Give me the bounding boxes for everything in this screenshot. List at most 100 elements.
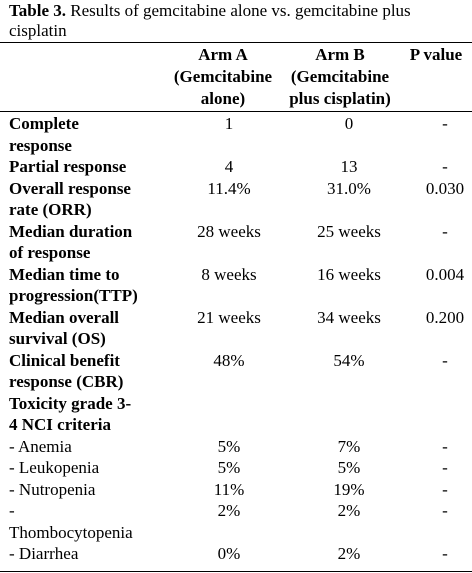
arm-a-value: 21 weeks — [197, 307, 261, 327]
header-arm-b-line: Arm B — [315, 45, 365, 64]
results-table-body: Complete response 1 0- Partial response 4 13- O… — [0, 113, 472, 565]
row-label: - Diarrhea — [0, 543, 169, 565]
p-value: 0.004 — [425, 264, 465, 284]
row-label-line: rate (ORR) — [9, 200, 92, 219]
row-label-line: 4 NCI criteria — [9, 415, 111, 434]
table-row: Complete response 1 0 - — [0, 113, 472, 156]
table-row: - Leukopenia 5% 5% - — [0, 457, 472, 479]
arm-a-value: 2% — [217, 501, 241, 520]
p-value: - — [442, 350, 448, 370]
row-label-line: Complete — [9, 114, 79, 133]
p-value: - — [442, 544, 448, 563]
p-value: - — [442, 157, 448, 176]
arm-a-value: 5% — [217, 458, 241, 477]
arm-b-value: 19% — [333, 479, 365, 499]
row-label: Overall response rate (ORR) — [0, 178, 169, 221]
arm-a-value: 0% — [217, 544, 241, 563]
row-label-line: survival (OS) — [9, 329, 106, 348]
arm-a-value: 8 weeks — [201, 264, 257, 284]
row-label: - Leukopenia — [0, 457, 169, 479]
arm-a-value: 28 weeks — [197, 221, 261, 241]
row-label: Median time to progression(TTP) — [0, 264, 169, 307]
table-row: - Thombocytopenia 2% 2% - — [0, 500, 472, 543]
table-row: - Nutropenia 11% 19% - — [0, 479, 472, 501]
table-row: Partial response 4 13 - — [0, 156, 472, 178]
p-value: - — [442, 501, 448, 520]
p-value: 0.030 — [425, 178, 465, 198]
arm-b-value: 34 weeks — [317, 307, 381, 327]
table-row: Median time to progression(TTP) 8 weeks 16 … — [0, 264, 472, 307]
arm-b-value: 5% — [337, 458, 361, 477]
p-value: - — [442, 458, 448, 477]
arm-a-value: 48% — [213, 350, 245, 370]
header-p-value: P value — [409, 45, 463, 64]
header-arm-a: Arm A (Gemcitabine alone) — [160, 44, 286, 110]
arm-b-value: 16 weeks — [317, 264, 381, 284]
table-row: - Anemia 5% 7% - — [0, 436, 472, 458]
table-row: - Diarrhea 0% 2% - — [0, 543, 472, 565]
row-label-line: progression(TTP) — [9, 286, 138, 305]
row-label-line: response — [9, 135, 72, 155]
p-value: - — [442, 436, 448, 456]
row-label-line: Partial response — [9, 157, 127, 176]
header-arm-a-line: (Gemcitabine — [173, 67, 273, 86]
p-value: 0.200 — [425, 307, 465, 327]
arm-b-value: 2% — [337, 501, 361, 520]
row-label-line: - Nutropenia — [9, 479, 96, 499]
row-label: Median overall survival (OS) — [0, 307, 169, 350]
arm-a-value — [169, 393, 289, 436]
arm-b-value: 31.0% — [327, 178, 371, 198]
arm-b-value: 54% — [333, 350, 365, 370]
row-label: Partial response — [0, 156, 169, 178]
row-label: Median duration of response — [0, 221, 169, 264]
p-value: - — [442, 114, 448, 133]
row-label: Toxicity grade 3- 4 NCI criteria — [0, 393, 169, 436]
arm-a-value: 11% — [213, 479, 245, 499]
row-label-line: Median overall — [9, 307, 120, 327]
row-label: Clinical benefit response (CBR) — [0, 350, 169, 393]
row-label-line: - Leukopenia — [9, 458, 100, 477]
p-value: - — [442, 221, 448, 241]
table-row: Median overall survival (OS) 21 weeks 34 we… — [0, 307, 472, 350]
table-row: Median duration of response 28 weeks 25 wee… — [0, 221, 472, 264]
arm-b-value: 13 — [340, 157, 358, 176]
top-rule — [0, 42, 472, 43]
header-arm-b-line: plus cisplatin) — [289, 89, 391, 108]
row-label-line: - Diarrhea — [9, 544, 79, 563]
row-label-line: of response — [9, 243, 91, 262]
arm-a-value: 1 — [224, 114, 234, 133]
arm-b-value — [289, 393, 409, 436]
arm-b-value: 2% — [337, 544, 361, 563]
arm-a-value: 5% — [217, 436, 241, 456]
row-label-line: - — [9, 501, 15, 520]
caption-text: Results of gemcitabine alone vs. gemcita… — [9, 1, 411, 40]
caption-label: Table 3. — [9, 1, 67, 20]
arm-b-value: 7% — [337, 436, 361, 456]
header-rule — [0, 111, 472, 112]
row-label: - Nutropenia — [0, 479, 169, 501]
table-row: Toxicity grade 3- 4 NCI criteria — [0, 393, 472, 436]
row-label-line: Median duration — [9, 221, 133, 241]
p-value — [409, 393, 472, 436]
row-label: - Anemia — [0, 436, 169, 458]
row-label-line: Median time to — [9, 264, 120, 284]
header-arm-b-line: (Gemcitabine — [290, 67, 390, 86]
row-label: Complete response — [0, 113, 169, 156]
row-label-line: Thombocytopenia — [9, 522, 133, 542]
arm-a-value: 4 — [224, 157, 234, 176]
row-label-line: Overall response — [9, 178, 131, 198]
row-label-line: response (CBR) — [9, 372, 124, 391]
arm-b-value: 25 weeks — [317, 221, 381, 241]
row-label-line: Clinical benefit — [9, 350, 120, 370]
header-arm-a-line: alone) — [200, 89, 246, 108]
row-label-line: - Anemia — [9, 436, 72, 456]
bottom-rule — [0, 571, 472, 572]
header-arm-b: Arm B (Gemcitabine plus cisplatin) — [280, 44, 400, 110]
arm-a-value: 11.4% — [207, 178, 251, 198]
row-label-line: Toxicity grade 3- — [9, 393, 132, 413]
table-row: Clinical benefit response (CBR) 48% 54% - — [0, 350, 472, 393]
table-caption: Table 3. Results of gemcitabine alone vs… — [9, 1, 464, 41]
row-label: - Thombocytopenia — [0, 500, 169, 543]
p-value: - — [442, 479, 448, 499]
